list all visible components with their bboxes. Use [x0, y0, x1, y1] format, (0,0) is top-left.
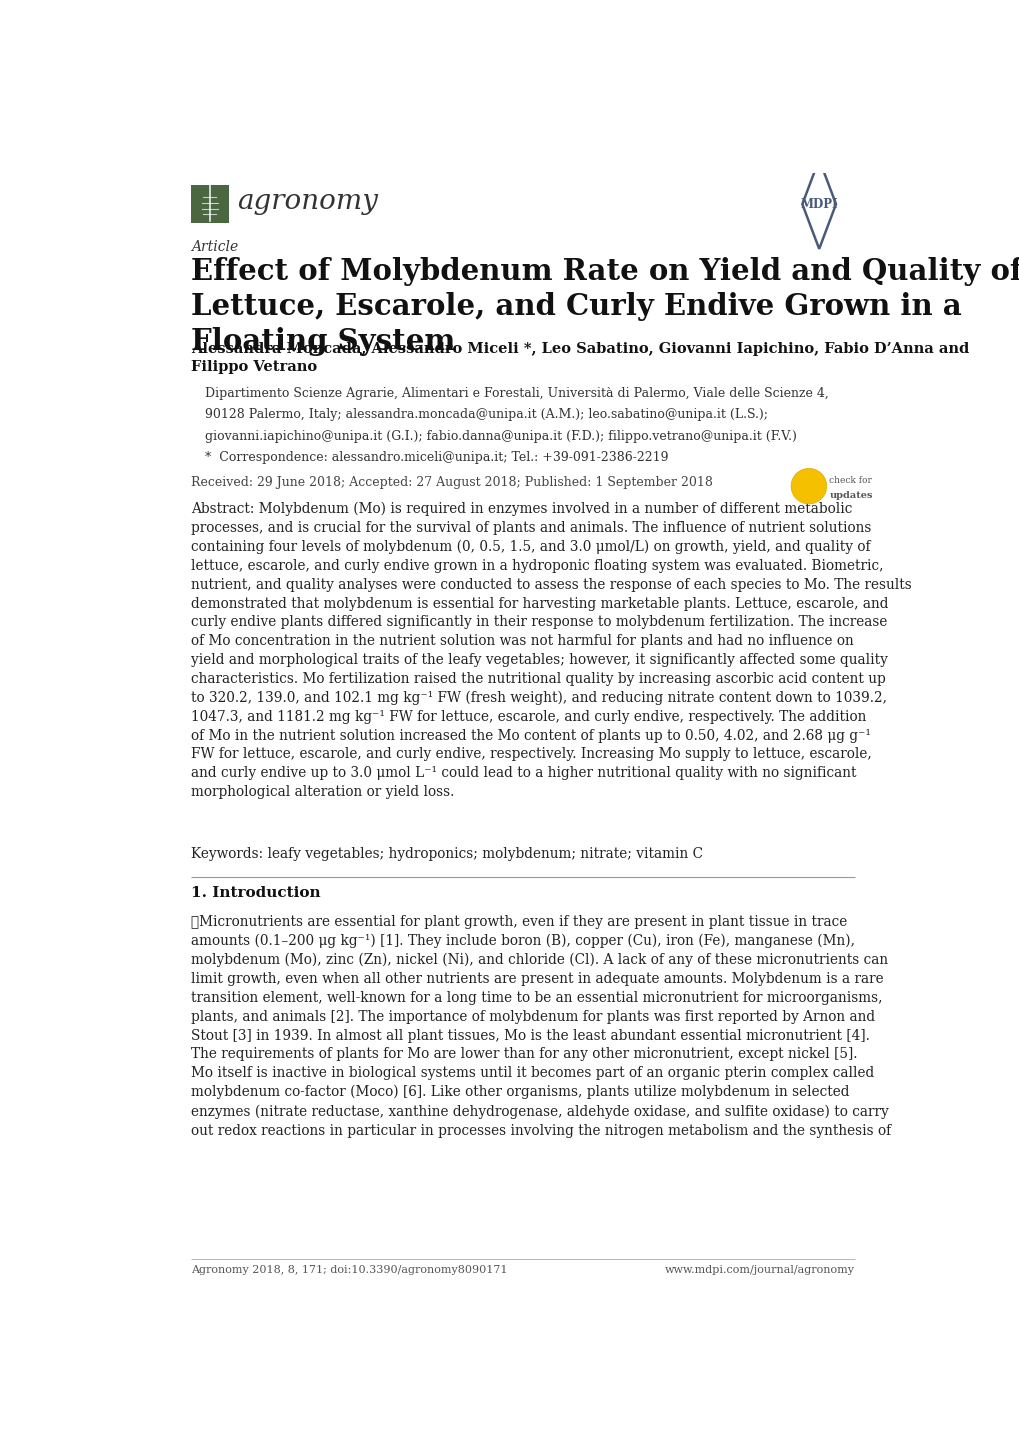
- Text: MDPI: MDPI: [800, 198, 838, 211]
- Text: 90128 Palermo, Italy; alessandra.moncada@unipa.it (A.M.); leo.sabatino@unipa.it : 90128 Palermo, Italy; alessandra.moncada…: [205, 408, 767, 421]
- Text: check for: check for: [828, 476, 871, 485]
- Text: Effect of Molybdenum Rate on Yield and Quality of
Lettuce, Escarole, and Curly E: Effect of Molybdenum Rate on Yield and Q…: [191, 258, 1019, 356]
- Text: Alessandra Moncada, Alessandro Miceli *, Leo Sabatino, Giovanni Iapichino, Fabio: Alessandra Moncada, Alessandro Miceli *,…: [191, 342, 968, 375]
- Text: giovanni.iapichino@unipa.it (G.I.); fabio.danna@unipa.it (F.D.); filippo.vetrano: giovanni.iapichino@unipa.it (G.I.); fabi…: [205, 430, 796, 443]
- Text: Abstract: Molybdenum (Mo) is required in enzymes involved in a number of differe: Abstract: Molybdenum (Mo) is required in…: [191, 502, 911, 799]
- Text: Micronutrients are essential for plant growth, even if they are present in plant: Micronutrients are essential for plant g…: [191, 914, 890, 1138]
- Text: www.mdpi.com/journal/agronomy: www.mdpi.com/journal/agronomy: [664, 1265, 854, 1275]
- Text: ✓: ✓: [804, 477, 812, 490]
- Text: *  Correspondence: alessandro.miceli@unipa.it; Tel.: +39-091-2386-2219: * Correspondence: alessandro.miceli@unip…: [205, 450, 667, 464]
- Text: Agronomy 2018, 8, 171; doi:10.3390/agronomy8090171: Agronomy 2018, 8, 171; doi:10.3390/agron…: [191, 1265, 506, 1275]
- Text: Received: 29 June 2018; Accepted: 27 August 2018; Published: 1 September 2018: Received: 29 June 2018; Accepted: 27 Aug…: [191, 476, 712, 489]
- Text: Article: Article: [191, 239, 237, 254]
- Text: agronomy: agronomy: [236, 189, 377, 215]
- Text: Keywords: leafy vegetables; hydroponics; molybdenum; nitrate; vitamin C: Keywords: leafy vegetables; hydroponics;…: [191, 846, 702, 861]
- Ellipse shape: [791, 469, 825, 503]
- Text: 1. Introduction: 1. Introduction: [191, 885, 320, 900]
- FancyBboxPatch shape: [191, 185, 228, 224]
- Text: Dipartimento Scienze Agrarie, Alimentari e Forestali, Università di Palermo, Via: Dipartimento Scienze Agrarie, Alimentari…: [205, 388, 827, 401]
- Text: updates: updates: [828, 490, 872, 499]
